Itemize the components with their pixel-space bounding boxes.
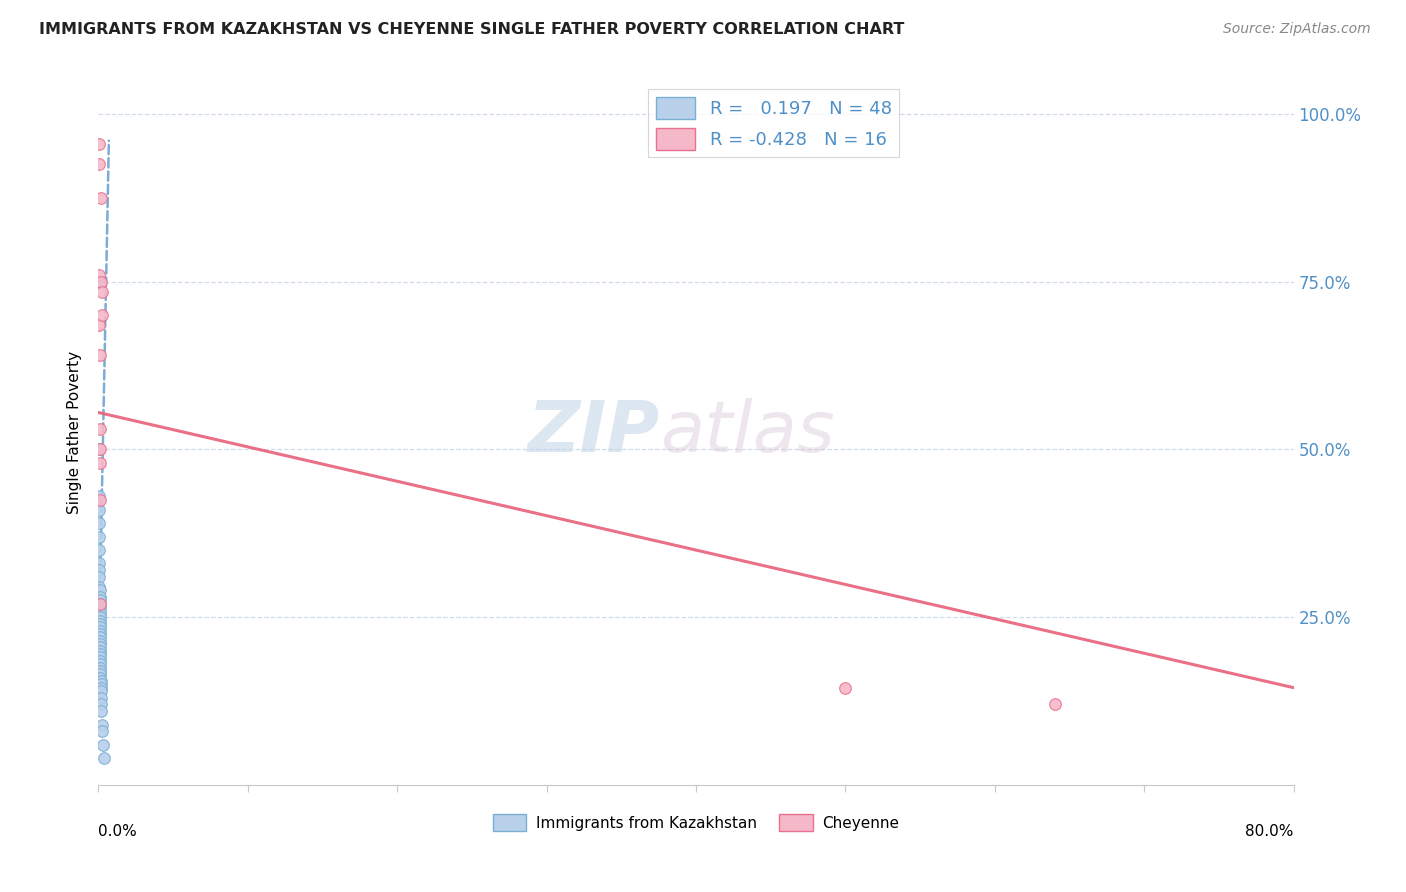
Point [91,308,114,322]
Point [89,627,111,641]
Text: ZIP: ZIP [527,398,661,467]
Point [1043,698,1066,712]
Point [89,597,111,611]
Legend: Immigrants from Kazakhstan, Cheyenne: Immigrants from Kazakhstan, Cheyenne [486,808,905,838]
Point [91,724,114,739]
Point [89,318,111,333]
Point [89,620,111,634]
Point [90,704,112,718]
Point [89,442,111,457]
Point [89,677,111,691]
Point [89,590,111,604]
Point [90,285,112,299]
Point [89,348,111,362]
Text: 80.0%: 80.0% [1246,823,1294,838]
Point [89,644,111,658]
Point [89,268,111,282]
Point [90,690,112,705]
Point [89,610,111,624]
Point [89,570,111,584]
Point [89,650,111,665]
Point [90,698,112,712]
Point [89,600,111,615]
Point [90,684,112,698]
Point [87,275,110,289]
Point [87,503,110,517]
Text: IMMIGRANTS FROM KAZAKHSTAN VS CHEYENNE SINGLE FATHER POVERTY CORRELATION CHART: IMMIGRANTS FROM KAZAKHSTAN VS CHEYENNE S… [39,22,904,37]
Point [89,593,111,607]
Point [89,614,111,628]
Point [834,681,856,695]
Point [89,492,111,507]
Point [89,616,111,631]
Point [87,157,110,171]
Point [90,681,112,695]
Point [89,654,111,668]
Point [89,530,111,544]
Point [89,660,111,674]
Point [89,667,111,681]
Point [90,275,112,289]
Point [89,543,111,558]
Point [89,597,111,611]
Point [89,630,111,644]
Y-axis label: Single Father Poverty: Single Father Poverty [67,351,83,514]
Point [91,738,114,752]
Text: Source: ZipAtlas.com: Source: ZipAtlas.com [1223,22,1371,37]
Point [87,136,110,151]
Point [89,673,111,688]
Point [89,671,111,685]
Point [89,516,111,531]
Point [90,717,112,731]
Point [89,640,111,655]
Point [89,456,111,470]
Point [89,557,111,571]
Point [87,442,110,457]
Point [89,563,111,577]
Point [89,647,111,661]
Point [89,583,111,598]
Point [89,664,111,678]
Point [89,603,111,617]
Point [93,751,115,765]
Point [89,624,111,638]
Point [89,422,111,436]
Text: 0.0%: 0.0% [98,823,138,838]
Point [89,607,111,621]
Point [89,637,111,651]
Point [87,489,110,503]
Point [90,191,112,205]
Point [89,657,111,672]
Point [89,633,111,648]
Text: atlas: atlas [661,398,835,467]
Point [89,580,111,594]
